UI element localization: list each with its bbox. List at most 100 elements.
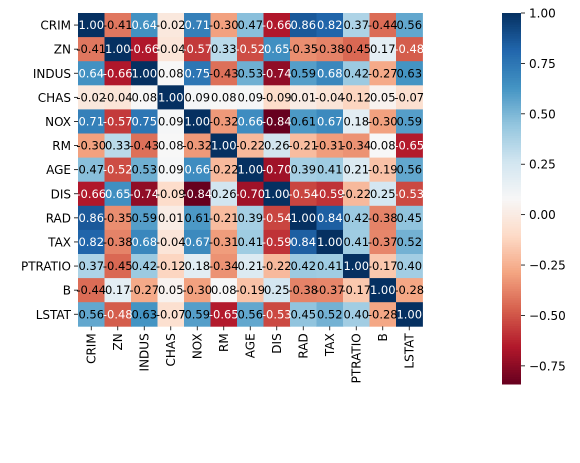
cell-value-label: 0.59 [131,211,157,225]
colorbar-segment [502,277,521,281]
heatmap-cell [290,278,317,303]
colorbar-segment [502,281,521,285]
colorbar-segment [502,156,521,160]
heatmap-cell [290,157,317,183]
heatmap-cell [184,61,211,86]
heatmap-cell [263,229,291,255]
y-tick-label: TAX [47,235,71,249]
colorbar-segment [502,379,521,383]
cell-value-label: 0.41 [237,235,263,249]
heatmap-cell [157,229,185,255]
heatmap-cell [78,157,105,183]
colorbar-segment [502,344,521,348]
cell-value-label: 0.01 [158,211,184,225]
cell-value-label: 0.86 [290,18,316,32]
cell-value-label: -0.04 [315,90,345,104]
colorbar-segment [502,284,521,288]
heatmap-cell [369,85,397,110]
heatmap-cell [396,61,423,86]
colorbar-segment [502,377,521,380]
heatmap-cell [396,205,423,231]
colorbar-segment [502,244,521,248]
colorbar-segment [502,346,521,350]
cell-value-label: -0.66 [103,66,133,80]
colorbar-segment [502,154,521,158]
heatmap-cell [210,13,238,38]
heatmap-cell [237,37,264,62]
heatmap-cell [369,181,397,207]
heatmap-cell [104,133,132,158]
heatmap-cell [369,278,397,303]
cell-value-label: -0.02 [156,18,186,32]
colorbar-segment [502,198,521,202]
cell-value-label: -0.32 [209,114,239,128]
colorbar-segment [502,121,521,125]
cell-value-label: 0.53 [237,66,263,80]
cell-value-label: 0.33 [211,42,237,56]
colorbar-segment [502,196,521,199]
heatmap-cell [131,157,158,183]
heatmap-cell [316,61,344,86]
cell-value-label: 1.00 [184,114,210,128]
heatmap-cell [104,302,132,327]
colorbar-segment [502,365,521,369]
cell-value-label: 0.84 [317,211,343,225]
heatmap-cell [396,37,423,62]
colorbar-segment [502,219,521,223]
colorbar-segment [502,237,521,241]
cell-value-label: 0.67 [184,235,210,249]
cell-value-label: 0.59 [184,307,210,321]
heatmap-cell [263,181,291,207]
colorbar-segment [502,89,521,93]
colorbar-segment [502,316,521,320]
cell-value-label: 0.47 [78,163,104,177]
colorbar-segment [502,52,521,56]
heatmap-cell [104,254,132,279]
colorbar-segment [502,335,521,339]
colorbar-segment [502,314,521,318]
colorbar-segment [502,31,521,35]
heatmap-cell [369,109,397,134]
heatmap-cell [369,61,397,86]
colorbar-segment [502,203,521,206]
colorbar-segment [502,110,521,114]
heatmap-cell [104,109,132,134]
heatmap-cell [237,205,264,231]
heatmap-cell [396,278,423,303]
heatmap-cell [396,133,423,158]
heatmap-cell [131,13,158,38]
cell-value-label: 1.00 [264,187,290,201]
colorbar-segment [502,98,521,102]
heatmap-cell [184,133,211,158]
heatmap-cell [104,278,132,303]
cell-value-label: 0.63 [131,307,157,321]
heatmap-cell [343,109,370,134]
heatmap-cell [263,37,291,62]
heatmap-cell [184,181,211,207]
heatmap-cell [316,85,344,110]
heatmap-cell [263,254,291,279]
colorbar-segment [502,159,521,162]
cell-value-label: 0.71 [78,114,104,128]
cell-value-label: -0.02 [76,90,106,104]
heatmap-cell [290,13,317,38]
colorbar-segment [502,221,521,225]
heatmap-cell [396,181,423,207]
cell-value-label: -0.54 [288,187,318,201]
heatmap-cell [157,37,185,62]
heatmap-cell [78,229,105,255]
cell-value-label: 0.08 [370,139,396,153]
colorbar-segment [502,59,521,63]
colorbar-tick-label: 1.00 [529,7,556,21]
colorbar-segment [502,73,521,77]
cell-value-label: 0.09 [184,90,210,104]
cell-value-label: 0.17 [105,283,131,297]
colorbar-segment [502,33,521,37]
colorbar-tick-label: −0.50 [529,309,566,323]
cell-value-label: 0.08 [158,66,184,80]
cell-value-label: 0.59 [290,66,316,80]
cell-value-label: 0.42 [290,259,316,273]
colorbar-segment [502,323,521,327]
y-tick-label: LSTAT [36,308,72,322]
heatmap-cell [184,205,211,231]
